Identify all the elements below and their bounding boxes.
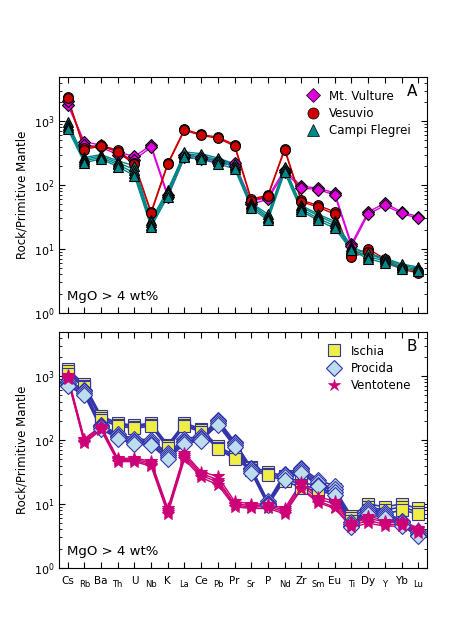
Text: MgO > 4 wt%: MgO > 4 wt% (66, 545, 158, 558)
Text: Th: Th (112, 581, 123, 590)
Text: Y: Y (383, 581, 387, 590)
Text: Zr: Zr (296, 576, 307, 586)
Text: Ce: Ce (194, 576, 208, 586)
Y-axis label: Rock/Primitive Mantle: Rock/Primitive Mantle (15, 385, 28, 514)
Text: Ba: Ba (94, 576, 108, 586)
Text: Dy: Dy (361, 576, 375, 586)
Text: Eu: Eu (328, 576, 341, 586)
Text: La: La (180, 581, 189, 590)
Y-axis label: Rock/Primitive Mantle: Rock/Primitive Mantle (15, 130, 28, 259)
Text: U: U (131, 576, 138, 586)
Legend: Ischia, Procida, Ventotene: Ischia, Procida, Ventotene (320, 342, 413, 394)
Text: K: K (164, 576, 171, 586)
Text: Nb: Nb (145, 581, 157, 590)
Text: P: P (265, 576, 271, 586)
Text: Rb: Rb (79, 581, 90, 590)
Text: Cs: Cs (61, 576, 74, 586)
Text: MgO > 4 wt%: MgO > 4 wt% (66, 290, 158, 303)
Text: Yb: Yb (395, 576, 408, 586)
Text: Pb: Pb (213, 581, 223, 590)
Text: Sm: Sm (311, 581, 325, 590)
Text: Ti: Ti (348, 581, 355, 590)
Text: Nd: Nd (279, 581, 291, 590)
Text: Pr: Pr (229, 576, 240, 586)
Text: A: A (407, 84, 418, 99)
Text: Lu: Lu (413, 581, 423, 590)
Legend: Mt. Vulture, Vesuvio, Campi Flegrei: Mt. Vulture, Vesuvio, Campi Flegrei (299, 87, 413, 139)
Text: B: B (407, 339, 418, 353)
Text: Sr: Sr (247, 581, 255, 590)
